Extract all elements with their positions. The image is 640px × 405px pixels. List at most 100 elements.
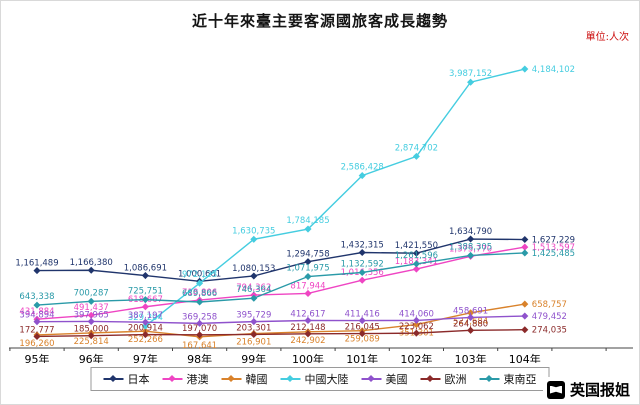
x-axis-label: 96年 [79, 352, 104, 363]
data-label: 216,045 [345, 323, 380, 333]
legend-item-2: 韓國 [221, 371, 268, 387]
legend-swatch [280, 374, 301, 382]
data-label: 1,071,975 [286, 264, 329, 274]
legend-item-5: 歐洲 [420, 371, 467, 387]
series-marker [141, 303, 149, 311]
legend-label: 日本 [127, 373, 150, 386]
data-label: 414,060 [399, 309, 434, 319]
series-line-6 [36, 252, 525, 306]
series-marker [304, 258, 312, 266]
legend-item-6: 東南亞 [479, 371, 537, 387]
data-label: 203,301 [236, 323, 271, 333]
data-label: 212,148 [290, 323, 325, 333]
series-line-0 [36, 238, 525, 282]
series-marker [412, 321, 420, 329]
legend-label: 美國 [385, 373, 408, 386]
data-label: 200,914 [128, 324, 163, 334]
series-marker [358, 317, 366, 325]
series-marker [250, 294, 258, 302]
series-line-3 [144, 68, 525, 327]
legend-label: 港澳 [186, 373, 209, 386]
series-marker [412, 152, 420, 160]
series-marker [358, 248, 366, 257]
book-icon [546, 380, 565, 399]
data-label: 223,062 [399, 322, 434, 332]
data-label: 394,894 [19, 311, 54, 321]
data-label: 264,880 [453, 319, 488, 329]
series-marker [521, 235, 529, 244]
legend-swatch [221, 374, 242, 382]
series-marker [358, 268, 366, 277]
x-axis-label: 98年 [187, 352, 212, 363]
series-marker [521, 300, 529, 308]
legend-swatch [103, 374, 124, 382]
x-axis-label: 99年 [241, 352, 266, 363]
data-label: 1,421,550 [395, 241, 438, 251]
series-marker [467, 326, 475, 334]
data-label: 431,884 [19, 307, 54, 317]
series-marker [412, 329, 420, 337]
series-marker [196, 279, 204, 287]
watermark-text: 英国报姐 [569, 381, 630, 399]
legend-item-3: 中國大陸 [280, 371, 349, 387]
series-line-5 [36, 329, 525, 338]
data-label: 1,161,489 [15, 259, 58, 269]
series-marker [33, 301, 41, 309]
series-marker [467, 235, 475, 243]
data-label: 1,132,592 [341, 259, 384, 269]
legend-swatch [361, 374, 382, 382]
data-label: 1,294,758 [286, 250, 329, 260]
data-label: 1,080,153 [232, 264, 275, 274]
series-marker [412, 249, 420, 257]
data-label: 1,425,485 [532, 249, 575, 259]
series-marker [250, 330, 258, 338]
data-label: 411,416 [345, 310, 380, 320]
data-label: 274,035 [532, 326, 567, 336]
series-marker [196, 319, 204, 327]
series-line-4 [36, 315, 525, 325]
data-label: 1,432,315 [341, 241, 384, 251]
data-label: 972,123 [182, 270, 217, 280]
data-label: 1,086,691 [124, 264, 167, 274]
data-label: 329,204 [128, 313, 163, 323]
series-marker [33, 318, 41, 326]
data-label: 725,751 [128, 287, 163, 297]
x-axis-label: 101年 [346, 352, 378, 363]
chart-title: 近十年來臺主要客源國旅客成長趨勢 [191, 12, 448, 30]
data-label: 2,586,428 [341, 163, 384, 173]
x-axis-label: 104年 [509, 352, 541, 363]
chart-legend: 日本 港澳 韓國 中國大陸 美國 歐洲 東南亞 [90, 367, 550, 391]
series-marker [250, 235, 258, 243]
data-label: 689,866 [182, 289, 217, 299]
series-marker [521, 65, 529, 73]
data-label: 700,287 [74, 288, 109, 298]
series-marker [141, 318, 149, 326]
series-marker [358, 172, 366, 180]
data-label: 369,258 [182, 312, 217, 322]
data-label: 527,684 [453, 317, 488, 327]
legend-item-0: 日本 [103, 371, 150, 387]
x-axis-label: 102年 [400, 352, 432, 363]
series-marker [467, 309, 475, 317]
data-label: 225,814 [74, 337, 109, 347]
x-axis-label: 103年 [455, 352, 487, 363]
legend-item-1: 港澳 [162, 371, 209, 387]
series-marker [87, 311, 95, 319]
data-label: 1,261,596 [395, 251, 438, 261]
data-label: 1,388,305 [449, 242, 492, 252]
line-chart: 95年 96年 97年 98年 99年 100年 101年 102年 103年 104年 1,161… [9, 65, 633, 363]
data-label: 2,874,702 [395, 143, 438, 153]
series-marker [467, 313, 475, 321]
series-marker [304, 289, 312, 298]
series-marker [304, 330, 312, 338]
series-marker [412, 316, 420, 324]
data-label: 479,452 [532, 312, 567, 322]
watermark: 英国报姐 [542, 377, 634, 402]
series-marker [304, 225, 312, 233]
x-axis-label: 100年 [292, 352, 324, 363]
data-label: 259,089 [345, 335, 380, 345]
data-label: 412,617 [290, 309, 325, 319]
data-label: 395,729 [236, 311, 271, 321]
series-marker [196, 298, 204, 306]
